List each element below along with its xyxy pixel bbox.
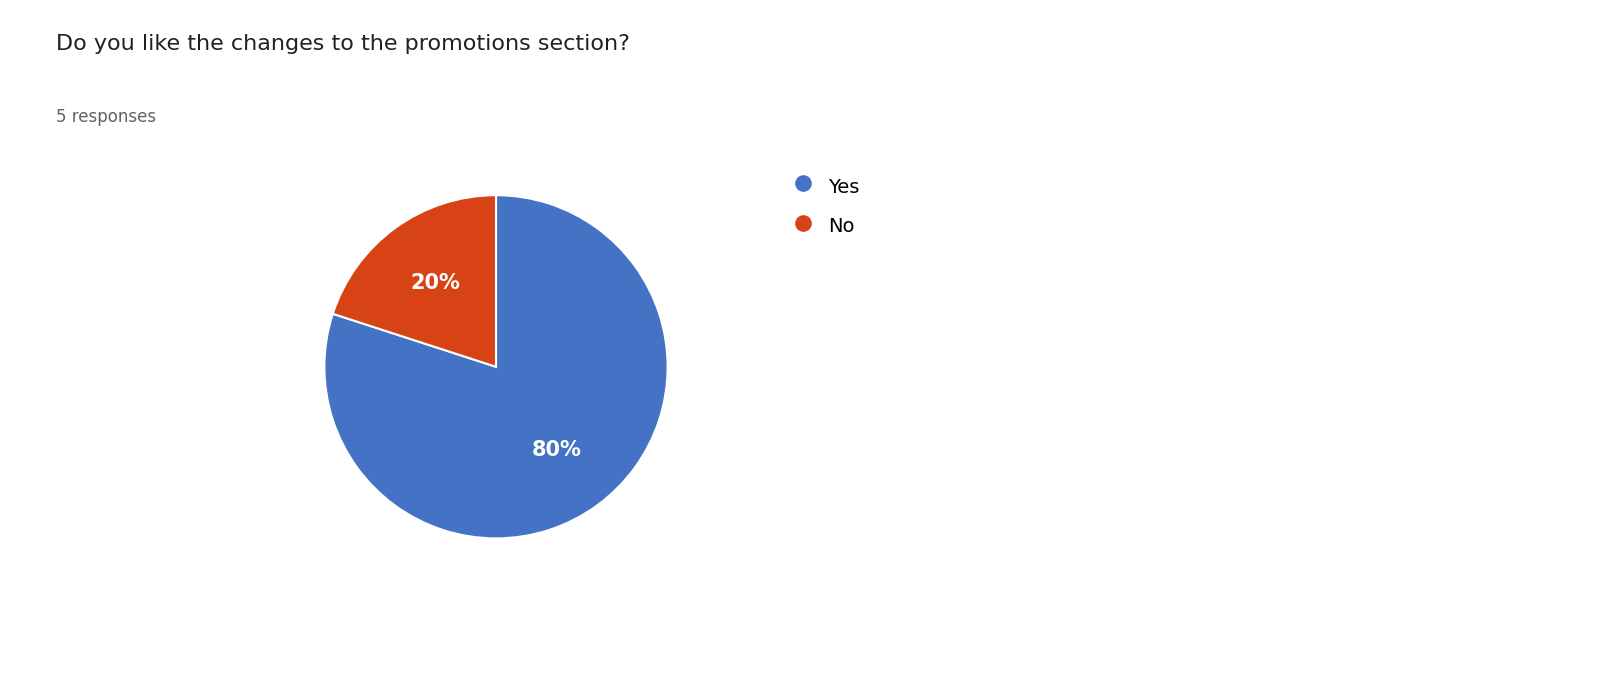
Text: 5 responses: 5 responses xyxy=(56,108,157,126)
Text: Do you like the changes to the promotions section?: Do you like the changes to the promotion… xyxy=(56,34,630,54)
Legend: Yes, No: Yes, No xyxy=(784,164,869,247)
Text: 80%: 80% xyxy=(531,440,581,460)
Wedge shape xyxy=(325,195,667,538)
Wedge shape xyxy=(333,195,496,367)
Text: 20%: 20% xyxy=(411,273,461,293)
